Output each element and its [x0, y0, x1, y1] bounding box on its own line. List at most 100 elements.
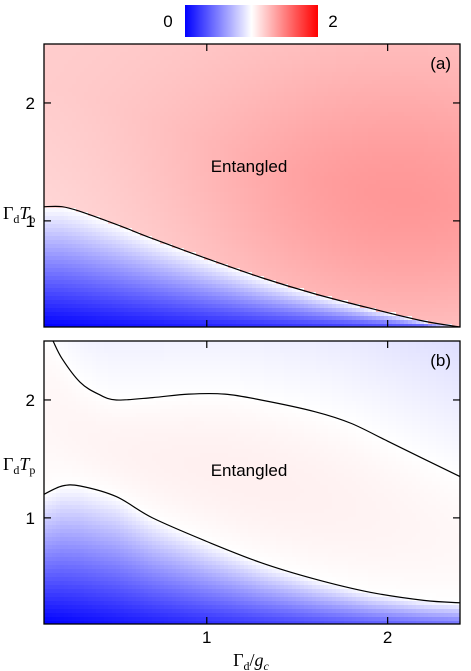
heatmap-cell	[292, 80, 297, 85]
heatmap-cell	[148, 52, 153, 57]
heatmap-cell	[248, 108, 253, 113]
heatmap-cell	[224, 88, 229, 93]
heatmap-cell	[232, 140, 237, 145]
heatmap-cell	[292, 136, 297, 141]
heatmap-cell	[96, 92, 101, 97]
heatmap-cell	[88, 76, 93, 81]
heatmap-cell	[392, 140, 397, 145]
heatmap-cell	[440, 144, 445, 149]
heatmap-cell	[392, 204, 397, 209]
heatmap-cell	[236, 216, 241, 221]
heatmap-cell	[456, 56, 460, 61]
heatmap-cell	[308, 176, 313, 181]
heatmap-cell	[292, 176, 297, 181]
heatmap-cell	[52, 72, 57, 77]
heatmap-cell	[112, 116, 117, 121]
heatmap-cell	[124, 192, 129, 197]
heatmap-cell	[264, 216, 269, 221]
heatmap-cell	[384, 140, 389, 145]
heatmap-cell	[376, 112, 381, 117]
heatmap-cell	[260, 116, 265, 121]
heatmap-cell	[200, 200, 205, 205]
heatmap-cell	[260, 192, 265, 197]
heatmap-cell	[344, 60, 349, 65]
heatmap-cell	[156, 164, 161, 169]
heatmap-cell	[380, 104, 385, 109]
heatmap-cell	[100, 116, 105, 121]
heatmap-cell	[300, 208, 305, 213]
heatmap-cell	[308, 220, 313, 225]
heatmap-cell	[152, 156, 157, 161]
heatmap-cell	[436, 104, 441, 109]
heatmap-cell	[56, 52, 61, 57]
heatmap-cell	[412, 48, 417, 53]
heatmap-cell	[140, 192, 145, 197]
heatmap-cell	[128, 128, 133, 133]
heatmap-cell	[108, 72, 113, 77]
heatmap-cell	[264, 84, 269, 89]
heatmap-cell	[108, 196, 113, 201]
heatmap-cell	[300, 212, 305, 217]
heatmap-cell	[136, 88, 141, 93]
heatmap-cell	[384, 76, 389, 81]
heatmap-cell	[436, 160, 441, 165]
heatmap-cell	[128, 124, 133, 129]
heatmap-cell	[348, 172, 353, 177]
heatmap-cell	[432, 132, 437, 137]
heatmap-cell	[324, 168, 329, 173]
heatmap-cell	[416, 80, 421, 85]
heatmap-cell	[136, 188, 141, 193]
heatmap-cell	[344, 176, 349, 181]
heatmap-cell	[60, 148, 65, 153]
heatmap-cell	[76, 232, 81, 237]
heatmap-cell	[320, 172, 325, 177]
heatmap-cell	[324, 44, 329, 49]
heatmap-cell	[156, 212, 161, 217]
heatmap-cell	[320, 124, 325, 129]
heatmap-cell	[160, 152, 165, 157]
heatmap-cell	[400, 120, 405, 125]
heatmap-cell	[292, 112, 297, 117]
heatmap-cell	[148, 72, 153, 77]
heatmap-cell	[296, 84, 301, 89]
heatmap-cell	[328, 64, 333, 69]
heatmap-cell	[144, 128, 149, 133]
heatmap-cell	[308, 76, 313, 81]
heatmap-cell	[344, 160, 349, 165]
heatmap-cell	[140, 196, 145, 201]
heatmap-cell	[204, 184, 209, 189]
heatmap-cell	[256, 160, 261, 165]
heatmap-cell	[264, 228, 269, 233]
heatmap-cell	[100, 100, 105, 105]
heatmap-cell	[344, 228, 349, 233]
heatmap-cell	[452, 160, 457, 165]
heatmap-cell	[332, 232, 337, 237]
heatmap-cell	[124, 196, 129, 201]
heatmap-cell	[412, 88, 417, 93]
heatmap-cell	[116, 88, 121, 93]
heatmap-cell	[260, 200, 265, 205]
heatmap-cell	[284, 48, 289, 53]
heatmap-cell	[92, 156, 97, 161]
heatmap-cell	[392, 148, 397, 153]
heatmap-cell	[436, 208, 441, 213]
heatmap-cell	[420, 96, 425, 101]
heatmap-cell	[436, 204, 441, 209]
heatmap-cell	[256, 80, 261, 85]
heatmap-cell	[412, 96, 417, 101]
heatmap-cell	[136, 200, 141, 205]
heatmap-cell	[100, 228, 105, 233]
heatmap-cell	[256, 164, 261, 169]
heatmap-cell	[224, 92, 229, 97]
heatmap-cell	[140, 152, 145, 157]
heatmap-cell	[316, 180, 321, 185]
heatmap-cell	[132, 100, 137, 105]
heatmap-cell	[156, 60, 161, 65]
heatmap-cell	[76, 64, 81, 69]
heatmap-cell	[184, 164, 189, 169]
heatmap-cell	[272, 192, 277, 197]
heatmap-cell	[56, 232, 61, 237]
heatmap-cell	[168, 168, 173, 173]
heatmap-cell	[432, 156, 437, 161]
heatmap-cell	[456, 44, 460, 49]
